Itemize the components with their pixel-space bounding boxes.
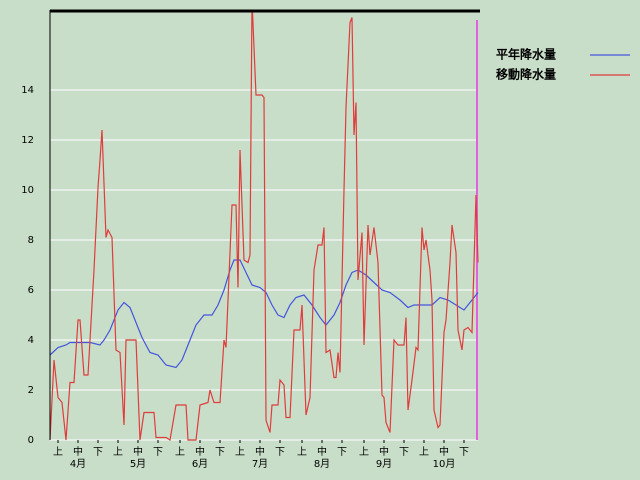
x-tick-label: 下 — [337, 447, 347, 458]
x-tick-label: 中 — [317, 445, 327, 458]
x-tick-label: 上 — [175, 446, 185, 458]
month-label: 9月 — [376, 458, 392, 470]
month-label: 7月 — [252, 458, 268, 470]
legend-label: 移動降水量 — [496, 67, 556, 82]
x-tick-label: 中 — [379, 445, 389, 458]
x-tick-label: 中 — [195, 445, 205, 458]
month-label: 8月 — [314, 458, 330, 470]
x-tick-label: 上 — [235, 446, 245, 458]
plot-lines — [50, 10, 479, 441]
series-line — [50, 259, 479, 369]
x-tick-label: 中 — [73, 445, 83, 458]
x-tick-label: 中 — [439, 445, 449, 458]
x-tick-label: 下 — [459, 447, 469, 458]
series-line — [50, 10, 479, 441]
y-tick-label: 10 — [21, 185, 34, 196]
x-tick-label: 上 — [53, 446, 63, 458]
y-tick-label: 4 — [28, 335, 34, 346]
month-label: 6月 — [192, 458, 208, 470]
x-tick-label: 下 — [275, 447, 285, 458]
y-tick-label: 14 — [21, 85, 34, 96]
month-label: 5月 — [130, 458, 146, 470]
month-label: 10月 — [433, 458, 456, 470]
legend-label: 平年降水量 — [496, 47, 556, 62]
x-tick-label: 下 — [215, 447, 225, 458]
y-tick-label: 12 — [21, 135, 34, 146]
y-tick-label: 2 — [28, 385, 34, 396]
x-tick-label: 下 — [399, 447, 409, 458]
x-tick-label: 中 — [133, 445, 143, 458]
x-tick-label: 上 — [359, 446, 369, 458]
y-tick-label: 6 — [28, 285, 34, 296]
y-tick-label: 0 — [28, 435, 34, 446]
x-tick-label: 上 — [419, 446, 429, 458]
x-tick-label: 上 — [297, 446, 307, 458]
x-tick-label: 下 — [93, 447, 103, 458]
x-tick-label: 下 — [153, 447, 163, 458]
x-tick-label: 上 — [113, 446, 123, 458]
month-label: 4月 — [70, 458, 86, 470]
x-tick-label: 中 — [255, 445, 265, 458]
y-tick-label: 8 — [28, 235, 34, 246]
